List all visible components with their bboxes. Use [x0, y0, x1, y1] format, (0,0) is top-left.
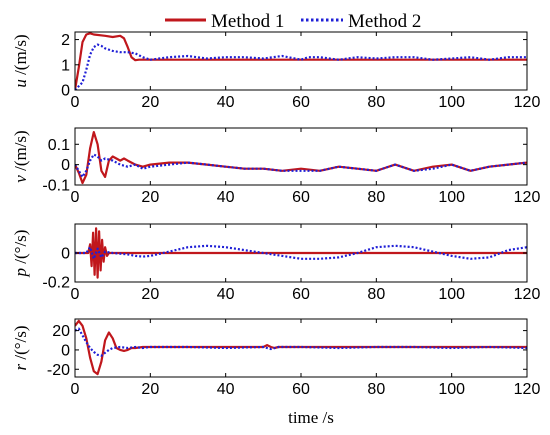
y-axis-label: u /(m/s)	[11, 34, 30, 87]
legend-label-method-2: Method 2	[348, 11, 421, 32]
series-group	[75, 319, 527, 376]
x-tick-label: 40	[217, 94, 235, 111]
x-tick-label: 100	[438, 94, 465, 111]
series-line-method-2	[75, 244, 527, 260]
x-tick-label: 20	[141, 189, 159, 206]
y-tick-label: -0.2	[42, 275, 70, 292]
x-tick-label: 60	[292, 286, 310, 303]
series-group	[75, 32, 527, 90]
x-tick-label: 120	[514, 381, 541, 398]
series-group	[75, 131, 527, 185]
x-tick-label: 0	[71, 94, 80, 111]
y-tick-label: 0.1	[48, 137, 70, 154]
y-tick-label: 0	[61, 157, 70, 174]
y-tick-label: 0	[61, 342, 70, 359]
x-tick-label: 40	[217, 381, 235, 398]
x-tick-label: 100	[438, 381, 465, 398]
y-tick-label: 1	[61, 57, 70, 74]
series-line-method-2	[75, 43, 527, 90]
y-axis-label: v /(m/s)	[11, 130, 30, 182]
x-tick-label: 20	[141, 94, 159, 111]
x-tick-label: 0	[71, 286, 80, 303]
subplot-p: 0 20 40 60 80 100 120-0.20p /(°/s)	[11, 223, 541, 303]
subplot-u: 0 20 40 60 80 100 120 0 1 2 u /(m/s)	[11, 31, 541, 111]
y-axis-label: p /(°/s)	[11, 230, 30, 278]
x-tick-label: 60	[292, 94, 310, 111]
x-tick-label: 80	[367, 189, 385, 206]
y-tick-label: 20	[52, 323, 70, 340]
x-tick-label: 40	[217, 286, 235, 303]
x-tick-label: 0	[71, 189, 80, 206]
x-tick-label: 120	[514, 189, 541, 206]
x-tick-label: 100	[438, 286, 465, 303]
x-tick-label: 60	[292, 189, 310, 206]
y-axis-label: r /(°/s)	[11, 325, 30, 370]
legend-label-method-1: Method 1	[211, 11, 284, 32]
x-tick-label: 0	[71, 381, 80, 398]
y-tick-label: 0	[61, 246, 70, 263]
subplot-v: 0 20 40 60 80 100 120-0.100.1v /(m/s)	[11, 127, 541, 206]
x-axis-label: time /s	[288, 408, 334, 427]
x-tick-label: 80	[367, 286, 385, 303]
x-tick-label: 60	[292, 381, 310, 398]
series-line-method-1	[75, 131, 527, 185]
x-tick-label: 80	[367, 381, 385, 398]
x-tick-label: 100	[438, 189, 465, 206]
axes-frame	[74, 127, 528, 186]
legend: Method 1 Method 2	[165, 11, 421, 32]
x-tick-label: 20	[141, 286, 159, 303]
x-tick-label: 120	[514, 94, 541, 111]
y-tick-label: 0	[61, 83, 70, 100]
axes-frame	[74, 31, 528, 91]
series-line-method-1	[75, 227, 527, 279]
x-tick-label: 120	[514, 286, 541, 303]
y-tick-label: 2	[61, 32, 70, 49]
y-tick-label: -0.1	[42, 178, 70, 195]
x-tick-label: 20	[141, 381, 159, 398]
x-tick-label: 40	[217, 189, 235, 206]
y-tick-label: -20	[47, 362, 70, 379]
x-tick-label: 80	[367, 94, 385, 111]
subplots: 0 20 40 60 80 100 120 0 1 2 u /(m/s) 0 20 40 60 80 100 12…	[11, 31, 541, 398]
series-group	[75, 227, 527, 279]
series-line-method-2	[75, 327, 527, 357]
series-line-method-1	[75, 32, 527, 90]
